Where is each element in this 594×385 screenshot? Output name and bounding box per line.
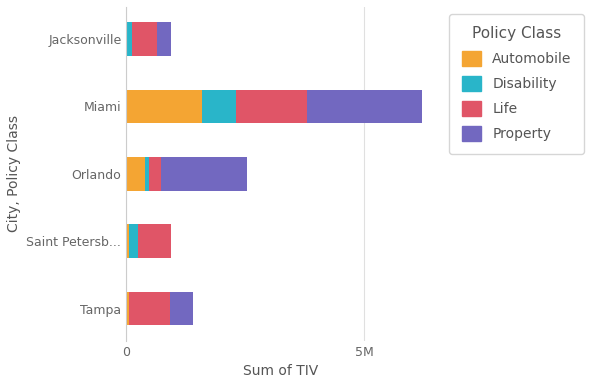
Bar: [127, 22, 132, 56]
Bar: [149, 157, 161, 191]
Bar: [127, 90, 203, 123]
X-axis label: Sum of TIV: Sum of TIV: [244, 364, 319, 378]
Bar: [138, 224, 170, 258]
Y-axis label: City, Policy Class: City, Policy Class: [7, 115, 21, 232]
Legend: Automobile, Disability, Life, Property: Automobile, Disability, Life, Property: [449, 14, 584, 154]
Bar: [127, 292, 129, 325]
Bar: [236, 90, 307, 123]
Bar: [203, 90, 236, 123]
Bar: [127, 157, 146, 191]
Bar: [146, 157, 149, 191]
Bar: [127, 224, 129, 258]
Bar: [132, 22, 157, 56]
Bar: [129, 224, 138, 258]
Bar: [157, 22, 170, 56]
Bar: [129, 292, 170, 325]
Bar: [161, 157, 247, 191]
Bar: [307, 90, 422, 123]
Bar: [170, 292, 194, 325]
